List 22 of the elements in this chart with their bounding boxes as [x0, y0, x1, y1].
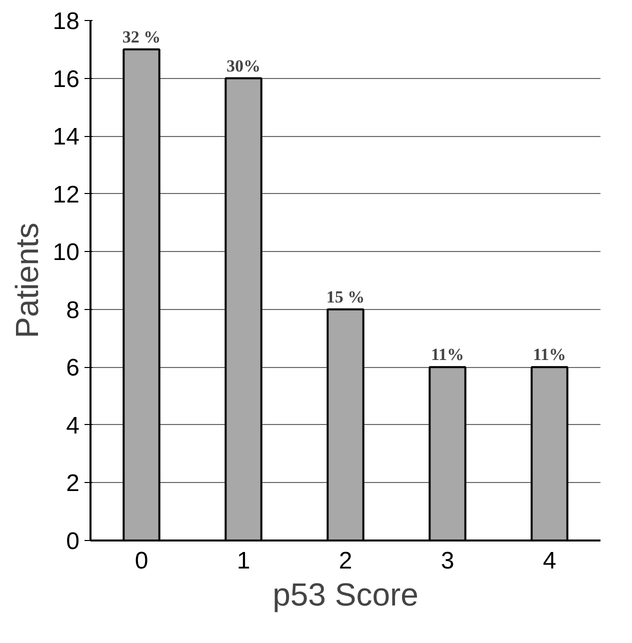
annotation: 11% [532, 345, 566, 364]
y-tick-label: 4 [66, 412, 80, 440]
y-tick-label: 12 [52, 181, 80, 208]
y-tick-label: 14 [52, 124, 80, 151]
y-tick-label: 2 [66, 470, 80, 498]
y-tick-label: 8 [66, 296, 80, 324]
annotation: 11% [430, 345, 464, 364]
x-tick-label: 2 [338, 548, 352, 574]
x-tick-label: 0 [134, 548, 148, 574]
y-tick-label: 0 [66, 528, 80, 555]
y-tick-label: 16 [52, 66, 80, 93]
annotation: 32 % [122, 27, 161, 46]
x-tick-label: 4 [542, 548, 556, 574]
x-tick-label: 1 [236, 548, 250, 574]
x-tick-label: 3 [440, 548, 454, 574]
y-tick-label: 18 [52, 8, 80, 35]
y-tick-label: 6 [66, 354, 80, 382]
y-tick-label: 10 [52, 239, 80, 266]
y-axis-title: Patients [8, 222, 45, 338]
annotation: 15 % [326, 287, 365, 306]
x-axis-title: p53 Score [272, 576, 418, 612]
annotation: 30% [226, 56, 260, 76]
